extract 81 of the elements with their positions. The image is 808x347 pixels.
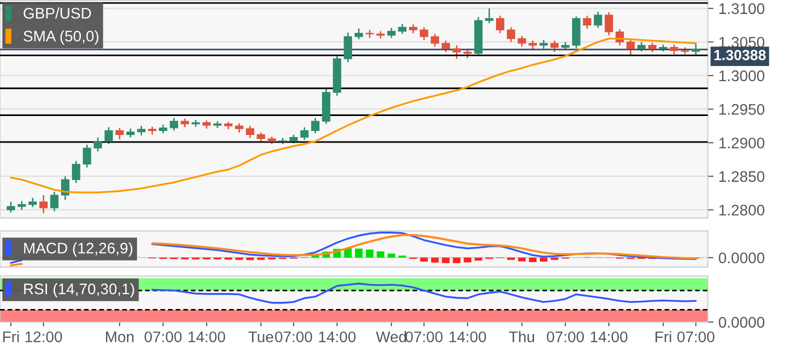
candlestick	[626, 38, 635, 56]
candlestick	[692, 42, 700, 56]
bar	[388, 254, 396, 258]
candlestick	[496, 15, 504, 34]
candlestick	[485, 8, 494, 24]
x-tick-label: Fri	[656, 331, 672, 342]
x-tick-label: Wed	[376, 331, 406, 342]
bar	[474, 258, 482, 261]
candlestick	[28, 197, 37, 208]
candlestick	[50, 191, 59, 212]
candlestick	[104, 126, 113, 145]
legend-label: SMA (50,0)	[24, 30, 98, 45]
y-tick-label: 1.2800	[719, 204, 764, 216]
candlestick	[311, 117, 320, 134]
x-tick-label: Tue	[248, 332, 274, 342]
x-tick-label: 14:00	[590, 331, 628, 342]
candlestick	[582, 15, 592, 30]
candlestick	[137, 125, 146, 136]
text: 0.0000	[718, 252, 764, 264]
candlestick	[430, 33, 440, 48]
candlestick	[387, 27, 396, 39]
x-tick-label: 07:00	[677, 331, 714, 342]
legend-label: GBP/USD	[24, 7, 91, 19]
candlestick	[442, 40, 450, 53]
x-tick-label: 07:00	[546, 331, 584, 342]
bar	[366, 250, 374, 258]
bar	[420, 258, 428, 262]
bar	[464, 258, 472, 262]
candlestick	[550, 40, 559, 53]
x-tick-label: 14:00	[319, 331, 356, 342]
candlestick	[354, 28, 363, 40]
candlestick	[648, 42, 657, 53]
series-label: RSI (14,70,30,1)	[24, 283, 134, 298]
y-tick-label: 1.3000	[719, 70, 764, 82]
bar	[528, 258, 537, 262]
candlestick	[637, 41, 646, 52]
bar	[452, 258, 460, 264]
x-tick-label: Thu	[509, 331, 534, 342]
bar	[246, 258, 254, 260]
candlestick	[518, 35, 526, 48]
bar	[540, 258, 548, 262]
bar	[442, 258, 450, 264]
y-tick-label: 1.2850	[719, 171, 764, 182]
x-tick-label: 14:00	[450, 331, 486, 342]
bar	[376, 251, 384, 258]
bar	[354, 248, 363, 258]
candlestick	[82, 144, 92, 168]
x-tick-label: 07:00	[275, 331, 312, 342]
x-tick-label: 07:00	[144, 331, 182, 342]
candlestick	[344, 32, 352, 63]
candlestick	[61, 176, 70, 200]
legend-label: MACD (12,26,9)	[24, 242, 132, 257]
y-tick-label: 1.2900	[719, 138, 764, 148]
ref-line-label: 1.30388	[714, 50, 766, 60]
y-tick-label: 1.3100	[719, 3, 764, 14]
candlestick	[6, 201, 16, 214]
x-tick-label: 07:00	[406, 331, 443, 342]
bar	[431, 258, 439, 263]
candlestick	[420, 26, 428, 41]
y-tick-label: 1.2950	[719, 104, 764, 115]
candlestick	[398, 23, 406, 35]
text: 0.0000	[718, 316, 764, 328]
candlestick	[670, 44, 678, 55]
x-tick-label: 14:00	[188, 331, 226, 342]
candlestick	[235, 122, 244, 134]
candlestick	[256, 132, 266, 143]
candlestick	[452, 44, 461, 60]
bar	[518, 258, 526, 262]
candlestick	[72, 160, 80, 184]
x-tick-label: 12:00	[26, 331, 62, 342]
candlestick	[604, 12, 614, 36]
candlestick	[300, 126, 309, 141]
candlestick	[170, 117, 178, 132]
candlestick	[39, 194, 48, 214]
candlestick	[594, 11, 602, 29]
candlestick	[94, 136, 102, 152]
candlestick	[246, 125, 254, 139]
candlestick	[506, 26, 516, 43]
x-tick-label: Mon	[106, 332, 134, 342]
x-tick-label: Fri	[3, 331, 19, 342]
candlestick	[115, 127, 124, 140]
